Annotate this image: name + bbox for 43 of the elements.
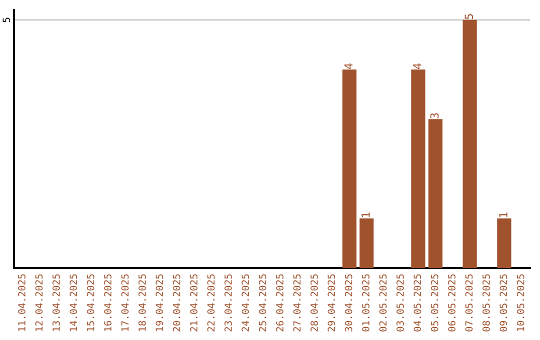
x-tick-label: 28.04.2025	[310, 274, 318, 332]
x-tick-label: 19.04.2025	[156, 274, 164, 331]
x-tick-label: 10.05.2025	[516, 274, 524, 331]
x-tick-label: 11.04.2025	[18, 274, 26, 331]
x-tick-label: 22.04.2025	[207, 274, 215, 332]
x-tick-label: 29.04.2025	[328, 274, 336, 332]
bar	[428, 119, 442, 268]
x-tick-label: 13.04.2025	[52, 274, 60, 331]
data-label: 3	[430, 113, 439, 118]
x-tick-label: 15.04.2025	[86, 274, 94, 331]
x-tick-label: 04.05.2025	[414, 274, 422, 332]
x-tick-label: 02.05.2025	[379, 274, 387, 332]
bar	[360, 218, 374, 268]
x-tick-label: 17.04.2025	[121, 274, 129, 331]
x-tick-label: 01.05.2025	[362, 274, 370, 332]
x-tick-label: 18.04.2025	[138, 274, 146, 331]
x-tick-label: 14.04.2025	[70, 274, 78, 331]
x-tick-label: 25.04.2025	[258, 274, 266, 332]
x-tick-label: 26.04.2025	[276, 274, 284, 332]
x-tick-label: 08.05.2025	[482, 274, 490, 332]
x-tick-label: 23.04.2025	[224, 274, 232, 332]
x-tick-label: 30.04.2025	[344, 274, 352, 332]
x-tick-label: 06.05.2025	[448, 274, 456, 332]
bar	[411, 70, 426, 268]
data-label: 1	[362, 212, 370, 218]
bar	[497, 218, 512, 268]
x-tick-label: 16.04.2025	[104, 274, 112, 331]
data-label: 4	[344, 63, 352, 69]
x-tick-label: 20.04.2025	[172, 274, 180, 332]
bar	[342, 70, 356, 268]
data-label: 1	[499, 212, 508, 218]
x-tick-label: 24.04.2025	[242, 274, 250, 332]
x-tick-label: 09.05.2025	[500, 274, 508, 332]
x-tick-label: 21.04.2025	[190, 274, 198, 332]
x-tick-label: 03.05.2025	[396, 274, 404, 332]
data-label: 5	[464, 14, 474, 20]
x-tick-label: 05.05.2025	[430, 274, 438, 332]
x-tick-label: 07.05.2025	[465, 274, 473, 332]
ref-line-label: 5	[2, 18, 10, 22]
x-tick-label: 27.04.2025	[293, 274, 301, 332]
bar	[462, 20, 477, 268]
data-label: 4	[413, 63, 422, 69]
x-tick-label: 12.04.2025	[35, 274, 43, 331]
